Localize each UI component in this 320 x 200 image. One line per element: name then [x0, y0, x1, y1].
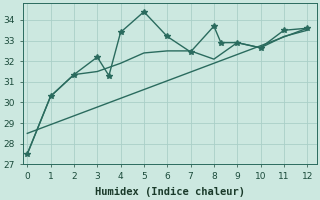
X-axis label: Humidex (Indice chaleur): Humidex (Indice chaleur) — [95, 186, 244, 197]
